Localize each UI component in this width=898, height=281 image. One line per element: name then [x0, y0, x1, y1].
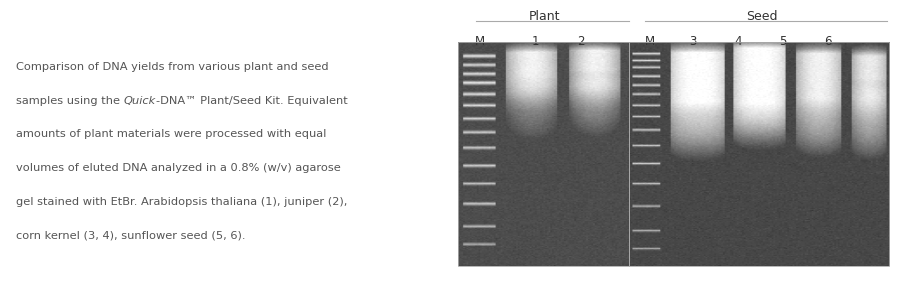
Text: M: M: [645, 35, 656, 48]
Text: 4: 4: [735, 35, 742, 48]
Text: Seed: Seed: [745, 10, 778, 23]
Text: amounts of plant materials were processed with equal: amounts of plant materials were processe…: [16, 129, 327, 139]
Text: 5: 5: [779, 35, 787, 48]
Text: corn kernel (3, 4), sunflower seed (5, 6).: corn kernel (3, 4), sunflower seed (5, 6…: [16, 230, 246, 241]
Text: Quick: Quick: [124, 96, 156, 106]
Text: 6: 6: [824, 35, 832, 48]
Text: -DNA™ Plant/Seed Kit. Equivalent: -DNA™ Plant/Seed Kit. Equivalent: [156, 96, 348, 106]
Text: Plant: Plant: [528, 10, 560, 23]
Text: Comparison of DNA yields from various plant and seed: Comparison of DNA yields from various pl…: [16, 62, 329, 72]
Text: M: M: [475, 35, 486, 48]
Text: volumes of eluted DNA analyzed in a 0.8% (w/v) agarose: volumes of eluted DNA analyzed in a 0.8%…: [16, 163, 341, 173]
Text: gel stained with EtBr. Arabidopsis thaliana (1), juniper (2),: gel stained with EtBr. Arabidopsis thali…: [16, 197, 348, 207]
Text: 3: 3: [690, 35, 697, 48]
Text: samples using the: samples using the: [16, 96, 124, 106]
Text: 2: 2: [577, 35, 585, 48]
Text: 1: 1: [532, 35, 539, 48]
